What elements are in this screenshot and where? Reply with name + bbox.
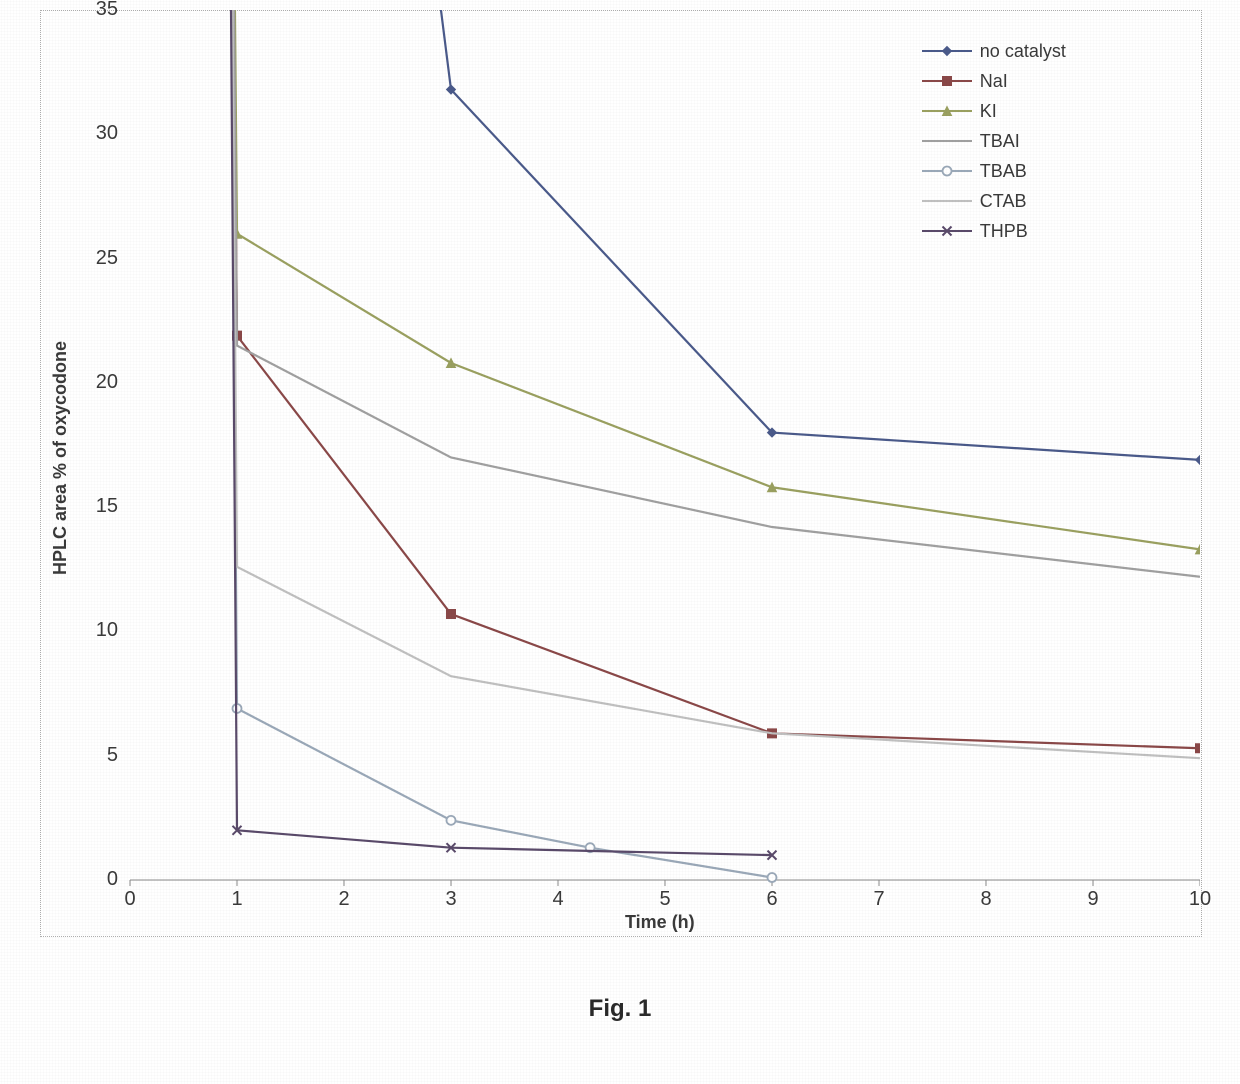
legend-item-ki: KI <box>922 96 1066 126</box>
x-tick-label: 0 <box>115 888 145 911</box>
legend-swatch <box>922 101 972 121</box>
y-tick-label: 0 <box>68 868 118 891</box>
x-tick-label: 3 <box>436 888 466 911</box>
x-tick-label: 9 <box>1078 888 1108 911</box>
y-tick-label: 30 <box>68 122 118 145</box>
y-tick-label: 20 <box>68 371 118 394</box>
y-tick-label: 35 <box>68 0 118 21</box>
legend-label: CTAB <box>980 191 1027 212</box>
series-line-tbab <box>216 0 772 878</box>
y-tick-label: 15 <box>68 495 118 518</box>
legend-item-no_catalyst: no catalyst <box>922 36 1066 66</box>
x-tick-label: 7 <box>864 888 894 911</box>
x-tick-label: 4 <box>543 888 573 911</box>
figure-caption: Fig. 1 <box>0 995 1240 1023</box>
legend: no catalyst NaI KI TBAI TBAB CTAB THPB <box>922 36 1066 246</box>
x-tick-label: 2 <box>329 888 359 911</box>
y-tick-label: 10 <box>68 619 118 642</box>
legend-label: KI <box>980 101 997 122</box>
legend-item-ctab: CTAB <box>922 186 1066 216</box>
legend-label: TBAB <box>980 161 1027 182</box>
y-tick-label: 25 <box>68 247 118 270</box>
legend-swatch <box>922 131 972 151</box>
legend-swatch <box>922 161 972 181</box>
legend-label: TBAI <box>980 131 1020 152</box>
x-tick-label: 8 <box>971 888 1001 911</box>
legend-item-thpb: THPB <box>922 216 1066 246</box>
legend-swatch <box>922 41 972 61</box>
x-tick-label: 5 <box>650 888 680 911</box>
legend-item-tbai: TBAI <box>922 126 1066 156</box>
figure-container: 0 5 10 15 20 25 30 35 0 1 2 3 4 5 6 7 8 9 10 HPLC area % … <box>0 0 1240 1084</box>
x-axis-label: Time (h) <box>625 912 695 933</box>
legend-label: NaI <box>980 71 1008 92</box>
y-axis-label: HPLC area % of oxycodone <box>50 341 71 575</box>
legend-swatch <box>922 221 972 241</box>
legend-label: THPB <box>980 221 1028 242</box>
x-tick-label: 10 <box>1185 888 1215 911</box>
legend-swatch <box>922 191 972 211</box>
x-tick-label: 6 <box>757 888 787 911</box>
legend-item-tbab: TBAB <box>922 156 1066 186</box>
y-tick-label: 5 <box>68 744 118 767</box>
legend-item-nai: NaI <box>922 66 1066 96</box>
series-line-thpb <box>216 0 772 855</box>
legend-swatch <box>922 71 972 91</box>
legend-label: no catalyst <box>980 41 1066 62</box>
x-tick-label: 1 <box>222 888 252 911</box>
